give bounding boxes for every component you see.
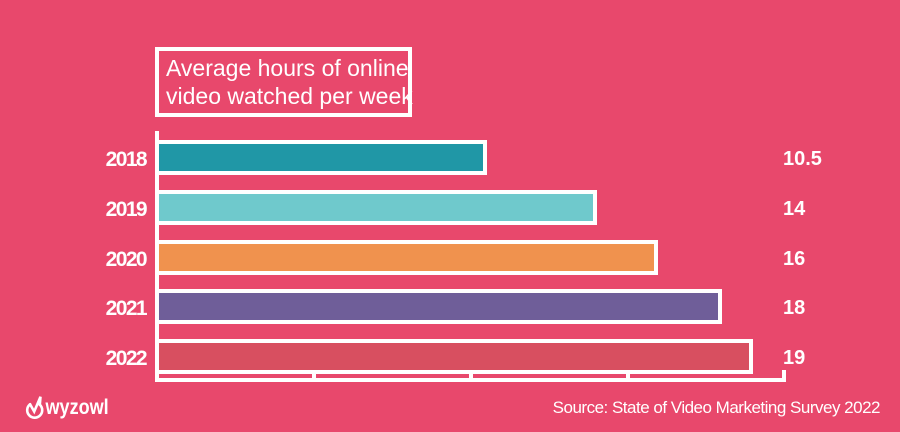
svg-text:wyzowl: wyzowl	[45, 396, 109, 420]
